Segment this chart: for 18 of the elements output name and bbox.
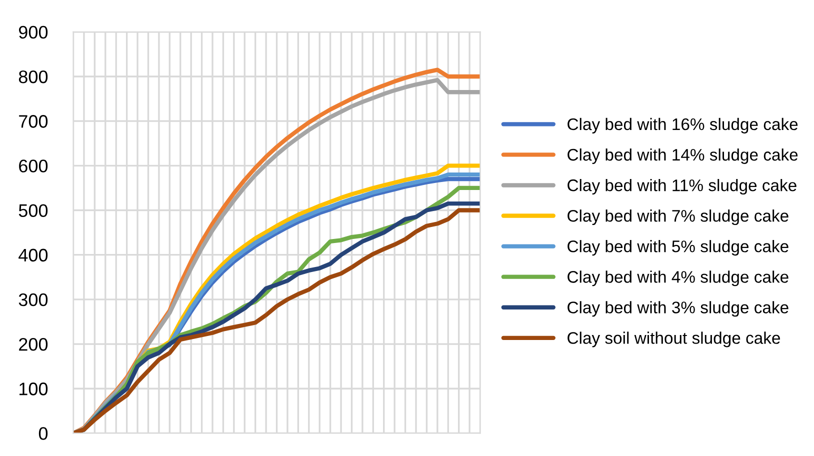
- legend-label: Clay bed with 16% sludge cake: [568, 118, 798, 134]
- y-tick-label: 800: [18, 70, 48, 84]
- y-tick-label: 600: [19, 160, 48, 172]
- y-tick-label: 400: [18, 248, 48, 262]
- legend-label: Clay bed with 3% sludge cake: [568, 301, 788, 317]
- y-tick-label: 200: [19, 338, 48, 351]
- legend-label: Clay bed with 7% sludge cake: [568, 210, 788, 226]
- legend-label: Clay bed with 5% sludge cake: [568, 240, 788, 256]
- y-tick-label: 300: [18, 293, 48, 306]
- y-tick-label: 500: [18, 204, 48, 217]
- y-tick-label: 700: [19, 115, 48, 128]
- legend-label: Clay bed with 14% sludge cake: [568, 148, 798, 164]
- y-tick-label: 0: [38, 427, 48, 440]
- legend-label: Clay soil without sludge cake: [568, 332, 780, 348]
- y-tick-label: 100: [20, 382, 48, 396]
- legend-label: Clay bed with 11% sludge cake: [568, 178, 796, 195]
- legend-label: Clay bed with 4% sludge cake: [568, 270, 788, 286]
- y-tick-label: 900: [18, 26, 48, 39]
